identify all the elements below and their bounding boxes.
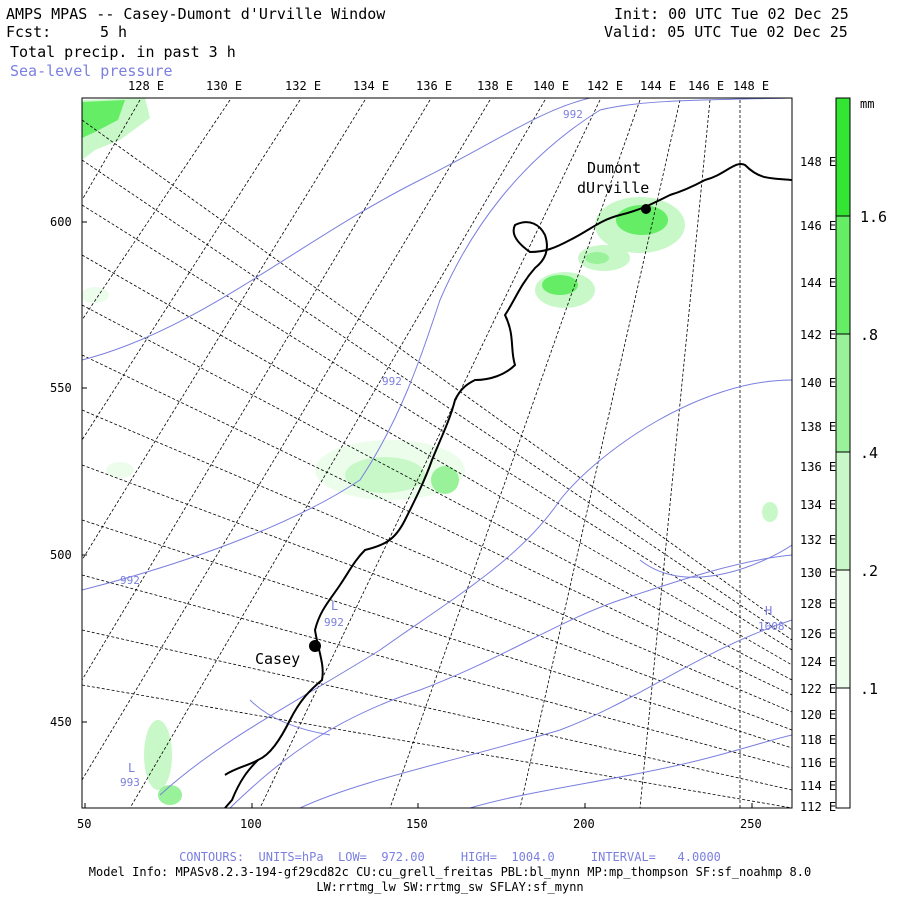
colorbar-segment xyxy=(836,452,850,570)
right-axis-label: 140 E xyxy=(800,376,836,390)
colorbar-segment xyxy=(836,334,850,452)
colorbar: mm 1.6 .8 .4 .2 .1 xyxy=(835,97,887,809)
right-axis: 148 E 146 E 144 E 142 E 140 E 138 E 136 … xyxy=(800,155,836,814)
colorbar-segment xyxy=(836,688,850,808)
colorbar-unit: mm xyxy=(860,97,874,111)
map-title: AMPS MPAS -- Casey-Dumont d'Urville Wind… xyxy=(6,5,386,23)
isobar-label: 993 xyxy=(120,776,140,789)
isobar-label: 992 xyxy=(120,574,140,587)
colorbar-segment xyxy=(836,216,850,334)
right-axis-label: 130 E xyxy=(800,566,836,580)
isobars xyxy=(82,98,792,808)
colorbar-label: .4 xyxy=(860,444,878,462)
left-axis-label: 550 xyxy=(50,381,72,395)
top-axis-label: 130 E xyxy=(206,79,242,93)
casey-station-marker[interactable] xyxy=(309,640,321,652)
colorbar-label: .1 xyxy=(860,680,878,698)
left-axis-label: 600 xyxy=(50,215,72,229)
top-axis-label: 144 E xyxy=(640,79,676,93)
right-axis-label: 134 E xyxy=(800,498,836,512)
contour-info: CONTOURS: UNITS=hPa LOW= 972.00 HIGH= 10… xyxy=(179,850,721,864)
precip-shading xyxy=(82,98,778,805)
bottom-axis-label: 150 xyxy=(406,817,428,831)
top-axis-label: 142 E xyxy=(587,79,623,93)
bottom-axis-label: 250 xyxy=(740,817,762,831)
top-axis-label: 134 E xyxy=(353,79,389,93)
top-axis-label: 140 E xyxy=(533,79,569,93)
right-axis-label: 148 E xyxy=(800,155,836,169)
right-axis-label: 132 E xyxy=(800,533,836,547)
isobar-label: 992 xyxy=(563,108,583,121)
model-info-2: LW:rrtmg_lw SW:rrtmg_sw SFLAY:sf_mynn xyxy=(316,880,584,894)
right-axis-label: 138 E xyxy=(800,420,836,434)
right-axis-label: 116 E xyxy=(800,756,836,770)
top-axis-label: 128 E xyxy=(128,79,164,93)
forecast-label: Fcst: xyxy=(6,23,52,41)
bottom-axis: 50 100 150 200 250 xyxy=(77,803,762,831)
durville-label: dUrville xyxy=(577,179,649,197)
colorbar-segment xyxy=(836,98,850,216)
overlay-name: Sea-level pressure xyxy=(10,62,173,80)
isobar-label: 992 xyxy=(382,375,402,388)
colorbar-segment xyxy=(836,570,850,688)
left-axis-label: 450 xyxy=(50,715,72,729)
top-axis: 128 E 130 E 132 E 134 E 136 E 138 E 140 … xyxy=(128,79,769,93)
right-axis-label: 136 E xyxy=(800,460,836,474)
right-axis-label: 126 E xyxy=(800,627,836,641)
latlon-grid xyxy=(82,99,792,808)
left-axis-label: 500 xyxy=(50,548,72,562)
right-axis-label: 146 E xyxy=(800,219,836,233)
isobar-label: 992 xyxy=(324,616,344,629)
right-axis-label: 124 E xyxy=(800,655,836,669)
top-axis-label: 132 E xyxy=(285,79,321,93)
field-name: Total precip. in past 3 h xyxy=(10,43,236,61)
colorbar-label: .2 xyxy=(860,562,878,580)
dumont-label: Dumont xyxy=(587,159,641,177)
colorbar-label: .8 xyxy=(860,326,878,344)
right-axis-label: 118 E xyxy=(800,733,836,747)
left-axis: 600 550 500 450 xyxy=(50,215,87,729)
bottom-axis-label: 200 xyxy=(573,817,595,831)
coastline xyxy=(224,163,792,808)
right-axis-label: 114 E xyxy=(800,779,836,793)
isobar-label: 1008 xyxy=(758,620,785,633)
right-axis-label: 120 E xyxy=(800,708,836,722)
right-axis-label: 112 E xyxy=(800,800,836,814)
dumont-station-marker[interactable] xyxy=(641,204,651,214)
right-axis-label: 144 E xyxy=(800,276,836,290)
bottom-axis-label: 50 xyxy=(77,817,91,831)
plot-frame xyxy=(81,97,793,809)
bottom-axis-label: 100 xyxy=(240,817,262,831)
low-center-label: L xyxy=(128,761,135,775)
forecast-hour: 5 h xyxy=(100,23,128,41)
top-axis-label: 138 E xyxy=(477,79,513,93)
right-axis-label: 128 E xyxy=(800,597,836,611)
top-axis-label: 136 E xyxy=(416,79,452,93)
low-center-label: L xyxy=(331,599,338,613)
colorbar-label: 1.6 xyxy=(860,208,887,226)
high-center-label: H xyxy=(765,604,772,618)
model-info: Model Info: MPASv8.2.3-194-gf29cd82c CU:… xyxy=(88,865,812,879)
pressure-labels: 992 992 992 992 993 1008 L L H xyxy=(120,108,785,789)
right-axis-label: 142 E xyxy=(800,328,836,342)
right-axis-label: 122 E xyxy=(800,682,836,696)
valid-time: Valid: 05 UTC Tue 02 Dec 25 xyxy=(604,23,848,41)
top-axis-label: 146 E xyxy=(688,79,724,93)
casey-label: Casey xyxy=(255,650,300,668)
top-axis-label: 148 E xyxy=(733,79,769,93)
init-time: Init: 00 UTC Tue 02 Dec 25 xyxy=(614,5,849,23)
